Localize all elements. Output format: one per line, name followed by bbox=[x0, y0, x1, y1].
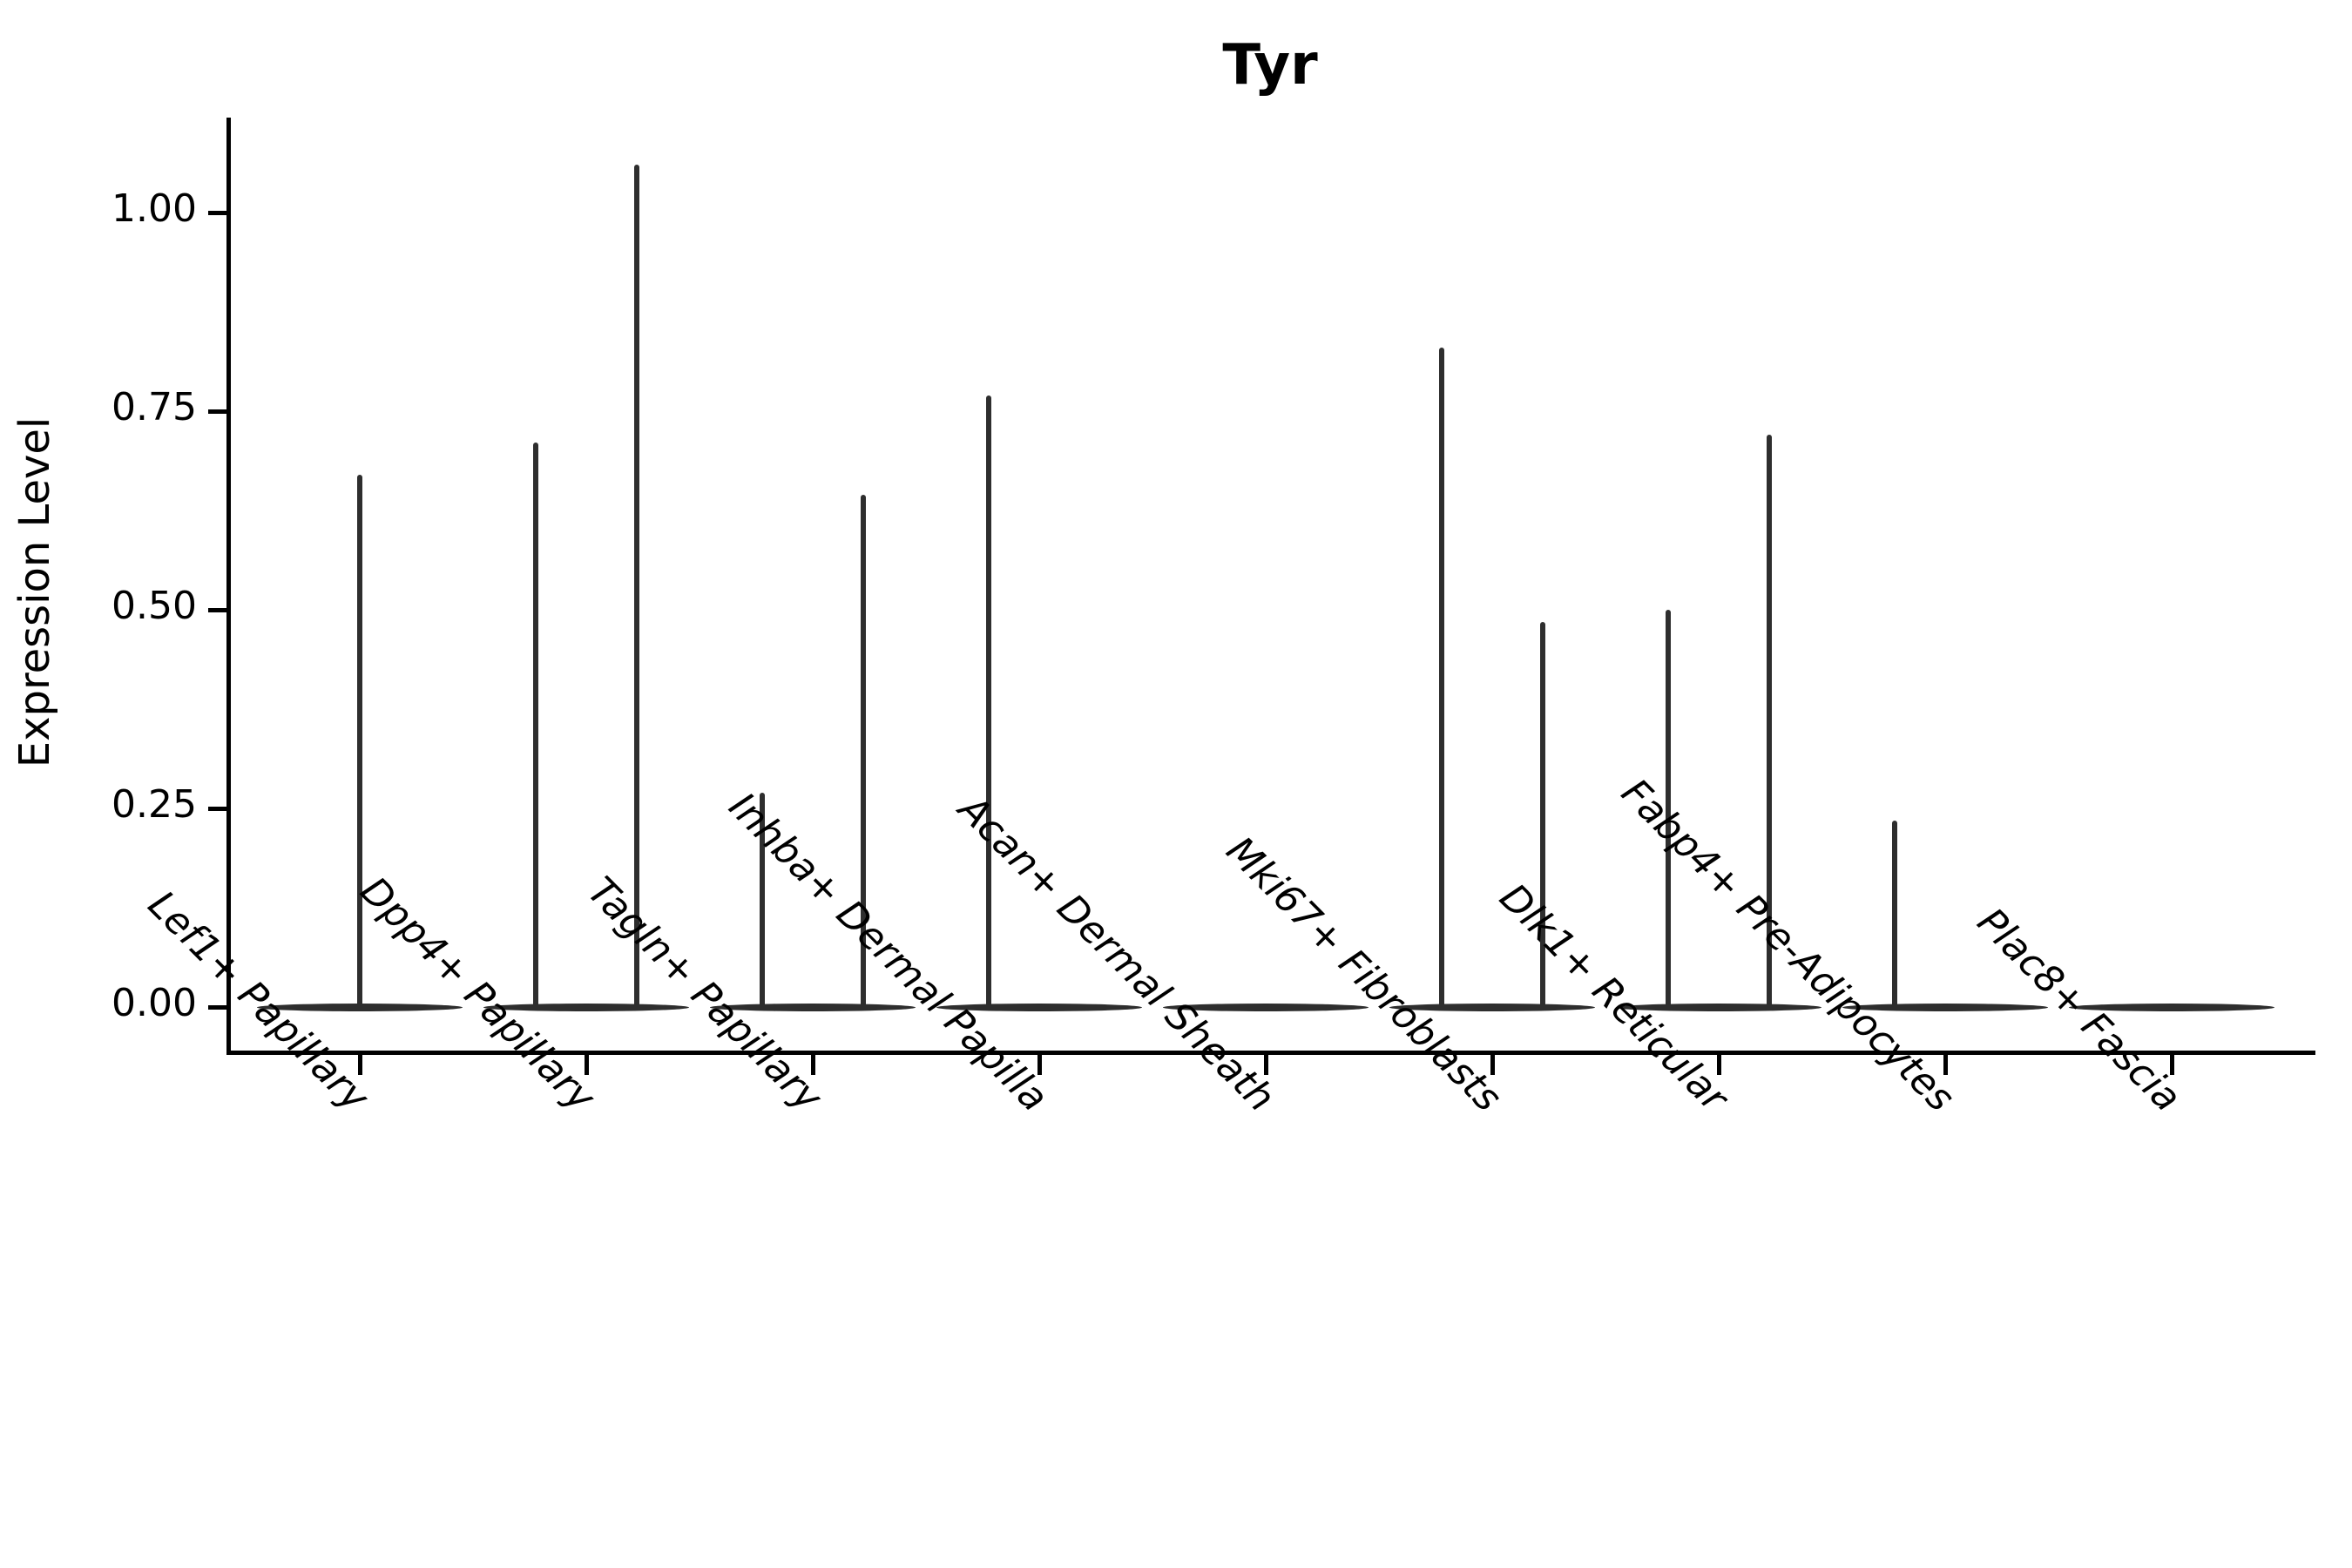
y-tick-mark bbox=[208, 409, 228, 414]
x-tick-mark bbox=[2169, 1054, 2174, 1075]
y-tick-mark bbox=[208, 607, 228, 612]
violin-spike bbox=[860, 494, 866, 1010]
x-tick-mark bbox=[1490, 1054, 1495, 1075]
x-tick-mark bbox=[810, 1054, 815, 1075]
violin-body bbox=[710, 1003, 916, 1011]
x-tick-mark bbox=[1716, 1054, 1721, 1075]
violin-spike bbox=[1439, 348, 1445, 1010]
violin-body bbox=[483, 1003, 689, 1011]
y-tick-mark bbox=[208, 1004, 228, 1010]
violin-spike bbox=[1666, 610, 1672, 1010]
y-tick-label: 0.25 bbox=[112, 782, 197, 827]
y-tick-mark bbox=[208, 210, 228, 215]
x-category-label: Tagln+ Papillary bbox=[578, 868, 830, 1121]
violin-spike bbox=[1766, 435, 1772, 1010]
violin-spike bbox=[1539, 621, 1545, 1010]
violin-spike bbox=[357, 474, 362, 1010]
x-tick-mark bbox=[357, 1054, 362, 1075]
x-category-label: Dlk1+ Reticular bbox=[1490, 875, 1736, 1121]
violin-spike bbox=[1892, 820, 1898, 1010]
x-tick-mark bbox=[584, 1054, 589, 1075]
violin-spike bbox=[760, 792, 766, 1010]
violin-body bbox=[2069, 1003, 2274, 1011]
violin-spike bbox=[633, 165, 639, 1010]
chart-title: Tyr bbox=[1222, 33, 1318, 98]
violin-spike bbox=[533, 443, 539, 1010]
violin-body bbox=[1842, 1003, 2048, 1011]
x-tick-mark bbox=[1263, 1054, 1268, 1075]
violin-body bbox=[1389, 1003, 1595, 1011]
violin-spike bbox=[986, 395, 992, 1010]
y-tick-label: 0.50 bbox=[112, 584, 197, 628]
y-tick-mark bbox=[208, 806, 228, 811]
violin-body bbox=[1616, 1003, 1821, 1011]
violin-body bbox=[1163, 1003, 1369, 1011]
x-tick-mark bbox=[1037, 1054, 1042, 1075]
y-tick-label: 0.75 bbox=[112, 385, 197, 429]
x-category-label: Dpp4+ Papillary bbox=[351, 868, 604, 1121]
x-axis-spine bbox=[226, 1050, 2315, 1055]
y-axis-label: Expression Level bbox=[10, 416, 59, 768]
violin-body bbox=[936, 1003, 1142, 1011]
y-axis-spine bbox=[226, 118, 231, 1055]
y-tick-label: 0.00 bbox=[112, 981, 197, 1025]
y-tick-label: 1.00 bbox=[112, 186, 197, 231]
x-tick-mark bbox=[1943, 1054, 1948, 1075]
